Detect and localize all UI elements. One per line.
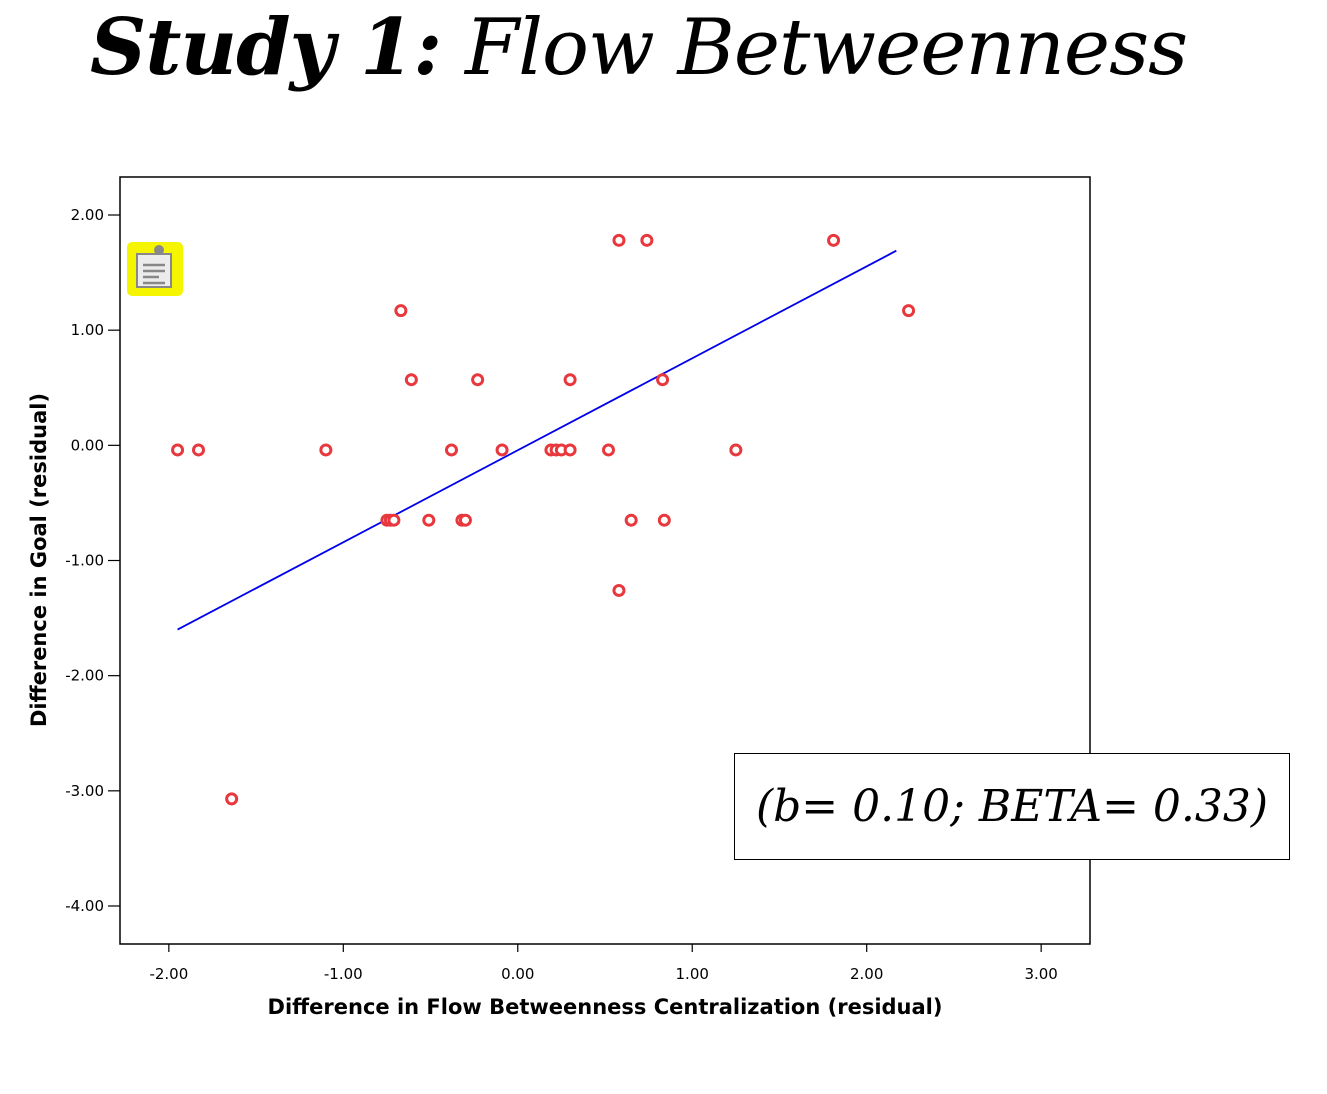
- x-tick-label: -1.00: [324, 965, 363, 983]
- regression-line: [177, 249, 897, 631]
- y-tick-label: -4.00: [65, 897, 104, 915]
- data-point: [657, 513, 671, 527]
- data-point: [495, 443, 509, 457]
- y-tick-label: 0.00: [71, 436, 104, 454]
- data-point: [902, 304, 916, 318]
- data-point: [624, 513, 638, 527]
- x-tick-label: -2.00: [149, 965, 188, 983]
- data-point: [171, 443, 185, 457]
- data-point: [601, 443, 615, 457]
- regression-stats-box: (b= 0.10; BETA= 0.33): [734, 753, 1290, 860]
- data-point: [729, 443, 743, 457]
- data-point: [387, 513, 401, 527]
- y-tick-label: 1.00: [71, 321, 104, 339]
- data-point: [319, 443, 333, 457]
- data-point: [563, 373, 577, 387]
- y-axis-label: Difference in Goal (residual): [27, 393, 51, 727]
- y-tick-label: -1.00: [65, 552, 104, 570]
- y-tick-label: 2.00: [71, 206, 104, 224]
- title-italic-part: Flow Betweenness: [464, 3, 1188, 93]
- data-point: [444, 443, 458, 457]
- x-axis: -2.00 -1.00 0.00 1.00 2.00 3.00: [149, 944, 1058, 983]
- y-tick-label: -2.00: [65, 667, 104, 685]
- note-clipboard-icon[interactable]: [127, 242, 183, 296]
- data-point: [656, 373, 670, 387]
- data-point: [640, 233, 654, 247]
- data-point: [827, 233, 841, 247]
- x-tick-label: 2.00: [850, 965, 883, 983]
- data-points: [171, 233, 916, 806]
- data-point: [612, 583, 626, 597]
- data-point: [422, 513, 436, 527]
- data-point: [471, 373, 485, 387]
- x-tick-label: 3.00: [1024, 965, 1057, 983]
- slide-title: Study 1: Flow Betweenness: [90, 2, 1188, 93]
- y-tick-label: -3.00: [65, 782, 104, 800]
- data-point: [192, 443, 206, 457]
- x-tick-label: 0.00: [501, 965, 534, 983]
- data-point: [563, 443, 577, 457]
- data-point: [394, 304, 408, 318]
- data-point: [225, 792, 239, 806]
- y-axis: 2.00 1.00 0.00 -1.00 -2.00 -3.00 -4.00: [65, 206, 120, 915]
- x-tick-label: 1.00: [676, 965, 709, 983]
- data-point: [458, 513, 472, 527]
- data-point: [404, 373, 418, 387]
- x-axis-label: Difference in Flow Betweenness Centraliz…: [268, 995, 943, 1019]
- title-bold-part: Study 1:: [90, 2, 442, 93]
- data-point: [612, 233, 626, 247]
